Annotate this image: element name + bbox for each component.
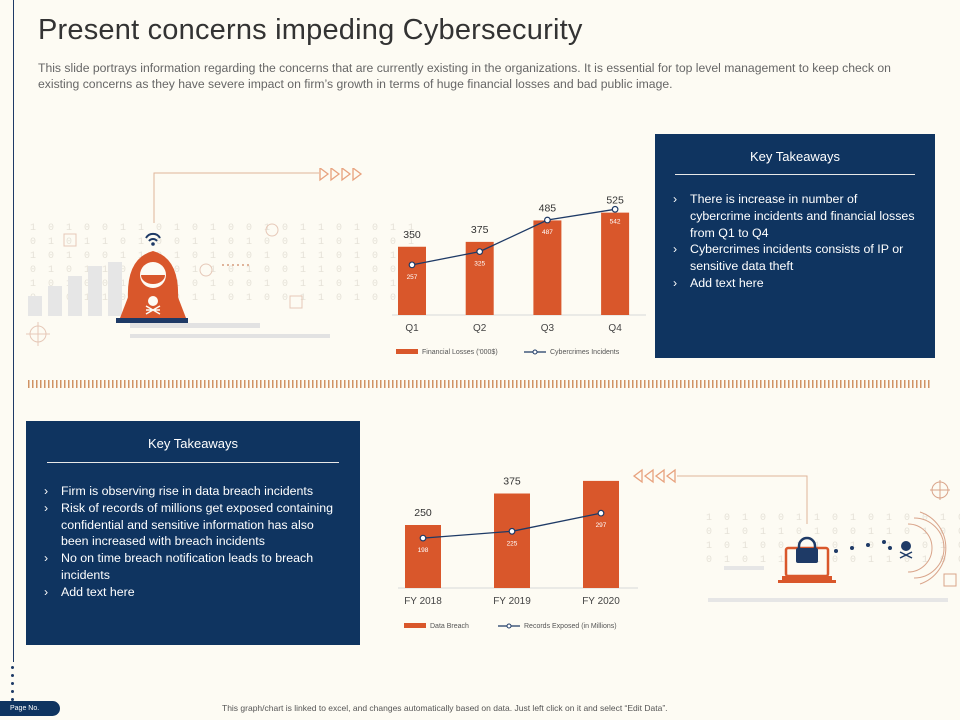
- divider: [47, 462, 339, 463]
- takeaways-list: There is increase in number of cybercrim…: [655, 191, 935, 292]
- bar: [583, 480, 619, 588]
- line-point: [476, 248, 484, 256]
- line-data-label: 257: [407, 274, 418, 281]
- left-dots: [10, 666, 16, 706]
- key-takeaways-title: Key Takeaways: [749, 149, 841, 164]
- legend-label: Data Breach: [430, 623, 469, 630]
- list-item: No on time breach notification leads to …: [44, 550, 344, 584]
- hacker-illustration: [26, 168, 363, 346]
- legend-label: Cybercrimes Incidents: [550, 349, 620, 356]
- bar: [601, 212, 630, 315]
- legend-label: Records Exposed (in Millions): [524, 623, 617, 630]
- line-point: [408, 261, 416, 269]
- bar-data-label: 525: [606, 196, 624, 207]
- key-takeaways-bottom: Key Takeaways Firm is observing rise in …: [26, 421, 360, 645]
- line-data-label: 297: [596, 522, 607, 529]
- line-point: [611, 205, 619, 213]
- page-title: Present concerns impeding Cybersecurity: [38, 14, 583, 46]
- bar: [533, 220, 562, 315]
- line-data-label: 225: [507, 540, 518, 547]
- x-tick-label: FY 2018: [404, 596, 442, 607]
- footer-note: This graph/chart is linked to excel, and…: [222, 703, 668, 713]
- x-tick-label: Q4: [608, 323, 622, 334]
- bar-data-label: 485: [539, 202, 557, 214]
- lock-illustration: [632, 468, 957, 602]
- x-tick-label: Q1: [405, 323, 419, 334]
- x-tick-label: FY 2020: [582, 596, 620, 607]
- legend-marker: [506, 623, 512, 629]
- key-takeaways-title: Key Takeaways: [147, 436, 239, 451]
- list-item: There is increase in number of cybercrim…: [673, 191, 919, 241]
- line-data-label: 325: [474, 261, 485, 268]
- legend-label: Financial Losses ('000$): [422, 349, 498, 356]
- chart-quarterly: 350 Q1 375 Q2 485 Q3 525 Q4 257 325 487 542 Financia…: [392, 196, 646, 356]
- list-item: Add text here: [44, 584, 344, 601]
- line-data-label: 487: [542, 229, 553, 236]
- bar-data-label: 375: [471, 224, 489, 236]
- x-tick-label: FY 2019: [493, 596, 531, 607]
- list-item: Firm is observing rise in data breach in…: [44, 483, 344, 500]
- bar-data-label: 375: [503, 476, 521, 488]
- page-subtitle: This slide portrays information regardin…: [38, 61, 891, 91]
- line-point: [419, 534, 427, 542]
- legend-marker: [532, 349, 538, 355]
- x-tick-label: Q3: [541, 323, 555, 334]
- section-separator: [28, 380, 930, 388]
- list-item: Risk of records of millions get exposed …: [44, 500, 344, 550]
- bar: [494, 493, 530, 588]
- line-point: [508, 527, 516, 535]
- line-data-label: 198: [418, 547, 429, 554]
- line-point: [543, 216, 551, 224]
- list-item: Add text here: [673, 275, 919, 292]
- key-takeaways-top: Key Takeaways There is increase in numbe…: [655, 134, 935, 358]
- bar: [398, 246, 426, 315]
- bar: [405, 525, 441, 588]
- takeaways-list: Firm is observing rise in data breach in…: [26, 483, 360, 601]
- bar-data-label: 350: [403, 229, 421, 241]
- line-data-label: 542: [610, 218, 621, 225]
- x-tick-label: Q2: [473, 323, 487, 334]
- divider: [675, 174, 915, 175]
- list-item: Cybercrimes incidents consists of IP or …: [673, 241, 919, 275]
- page-number-tab: Page No.: [0, 701, 60, 716]
- bar-data-label: 425: [592, 472, 610, 475]
- bar-data-label: 250: [414, 507, 432, 519]
- line-point: [597, 509, 605, 517]
- left-rule: [13, 0, 14, 662]
- series-line: [411, 208, 616, 266]
- legend-swatch-bar: [396, 349, 418, 354]
- chart-yearly: 250 FY 2018 375 FY 2019 425 FY 2020 198 225 297 D…: [398, 472, 638, 630]
- legend-swatch-bar: [404, 623, 426, 628]
